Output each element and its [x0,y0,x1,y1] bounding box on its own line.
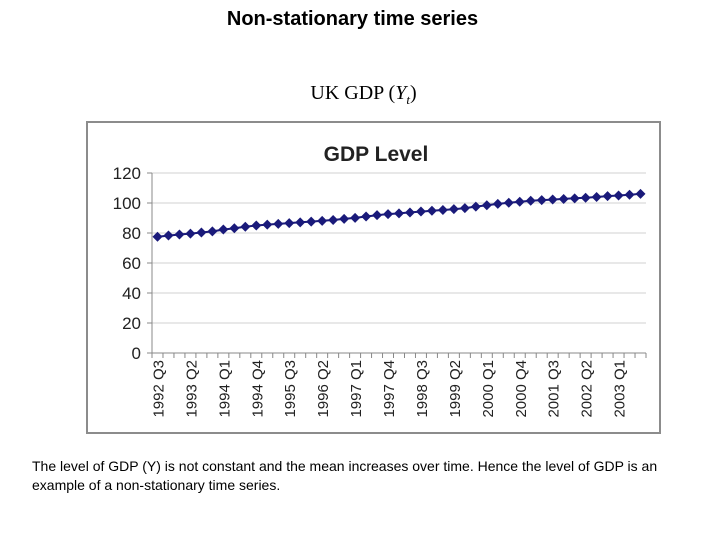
y-tick-label: 20 [122,314,141,333]
y-tick-label: 80 [122,224,141,243]
x-tick-label: 1997 Q1 [348,360,365,418]
data-point [448,204,459,215]
data-point [229,223,240,234]
chart-title: GDP Level [324,143,429,166]
data-point [415,206,426,217]
data-point [404,207,415,218]
data-point [547,194,558,205]
data-point [262,219,273,230]
subtitle-prefix: UK GDP ( [310,82,396,104]
data-point [613,190,624,201]
data-point [317,215,328,226]
data-point [569,193,580,204]
y-tick-label: 60 [122,254,141,273]
data-point [394,208,404,219]
x-tick-label: 1996 Q2 [315,360,332,418]
data-point [558,193,569,204]
x-tick-label: 1998 Q3 [414,360,431,418]
y-tick-label: 0 [132,344,141,363]
x-tick-label: 2003 Q1 [612,360,629,418]
data-point [185,228,196,239]
data-point [591,192,602,202]
y-tick-label: 120 [113,164,141,183]
data-point [295,217,306,228]
data-point [163,230,174,241]
data-point [207,226,218,237]
data-point [635,188,646,199]
x-tick-label: 1994 Q4 [249,360,266,418]
data-point [492,198,503,209]
x-tick-label: 1992 Q3 [150,360,167,418]
data-point [372,210,383,221]
x-tick-label: 2000 Q1 [480,360,497,418]
data-point [514,196,525,207]
data-point [503,197,514,208]
gdp-line-chart: GDP Level 0 20 40 60 80 100 120 1992 Q3 1993 Q2 1… [113,143,647,418]
data-point [536,195,547,206]
data-point [383,209,394,220]
x-tick-label: 2001 Q3 [546,360,563,418]
x-tick-label: 1995 Q3 [282,360,299,418]
data-point [624,189,635,200]
data-point [580,192,591,203]
data-point [328,214,339,225]
subtitle-variable: Y [395,82,407,104]
y-tick-label: 100 [113,194,141,213]
data-point [240,221,251,232]
data-point [470,201,481,212]
x-tick-label: 2002 Q2 [579,360,596,418]
data-point [481,200,492,211]
data-point [459,203,470,214]
chart-frame: GDP Level 0 20 40 60 80 100 120 1992 Q3 1993 Q2 1… [86,121,661,434]
data-point [525,195,536,206]
data-point [361,211,372,222]
chart-subtitle: UK GDP (Yt) [0,82,720,108]
data-point [602,191,613,202]
data-point [284,218,295,229]
data-point [426,205,437,216]
data-point [152,231,163,242]
data-point [196,227,207,238]
caption: The level of GDP (Y) is not constant and… [32,458,658,493]
x-tick-label: 1999 Q2 [447,360,464,418]
y-tick-label: 40 [122,284,141,303]
data-point [339,213,350,224]
slide-title: Non-stationary time series [226,8,479,30]
data-point [306,216,317,227]
data-point [350,212,361,223]
data-point [273,218,284,229]
x-tick-label: 2000 Q4 [513,360,530,418]
data-point [218,224,229,235]
data-point [251,220,262,231]
data-point [174,229,185,240]
subtitle-subscript: t [406,92,410,107]
x-tick-label: 1994 Q1 [216,360,233,418]
x-tick-label: 1997 Q4 [381,360,398,418]
data-point [437,205,448,216]
subtitle-suffix: ) [409,82,417,104]
x-tick-label: 1993 Q2 [183,360,200,418]
